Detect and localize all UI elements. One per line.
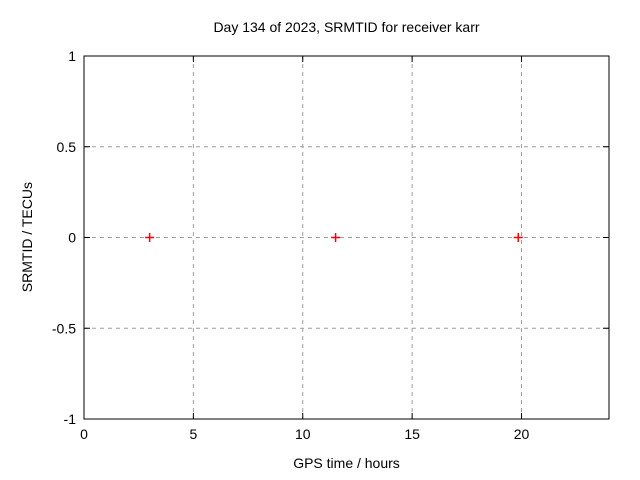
x-tick-label: 5	[189, 426, 197, 442]
data-point-marker	[513, 233, 523, 242]
x-tick-label: 20	[514, 426, 530, 442]
y-tick-label: 0.5	[57, 139, 77, 155]
plot-border	[83, 55, 610, 420]
y-tick-label: 0	[68, 230, 76, 246]
y-tick-label: -0.5	[52, 320, 76, 336]
x-tick-label: 15	[404, 426, 420, 442]
data-point-marker	[331, 233, 341, 242]
chart-title: Day 134 of 2023, SRMTID for receiver kar…	[213, 19, 480, 35]
data-point-marker	[145, 233, 155, 242]
x-axis-label: GPS time / hours	[293, 455, 400, 471]
x-tick-label: 10	[295, 426, 311, 442]
y-tick-label: -1	[64, 411, 77, 427]
y-tick-label: 1	[68, 48, 76, 64]
x-tick-label: 0	[80, 426, 88, 442]
